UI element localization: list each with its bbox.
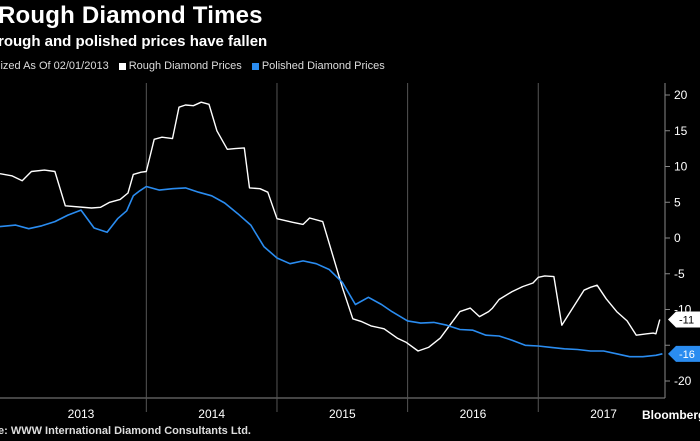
polished-series-line (0, 185, 663, 358)
y-tick-label: 5 (674, 195, 681, 209)
y-tick-label: 10 (674, 160, 688, 174)
legend-rough-label: Rough Diamond Prices (128, 60, 242, 72)
x-tick-label: 2016 (460, 407, 487, 421)
y-tick-label: 0 (674, 231, 681, 245)
chart-subtitle: rough and polished prices have fallen (0, 33, 268, 50)
legend: lized As Of 02/01/2013 Rough Diamond Pri… (0, 60, 395, 72)
rough-series-line (0, 101, 661, 352)
x-tick-label: 2017 (590, 407, 617, 421)
legend-polished: Polished Diamond Prices (251, 60, 385, 72)
x-tick-label: 2013 (68, 407, 95, 421)
y-tick-label: -5 (674, 267, 685, 281)
value-tag-label: -11 (679, 315, 694, 327)
x-tick-label: 2014 (198, 407, 225, 421)
value-tag-label: -16 (679, 349, 695, 361)
rough-last-value-tag: -11 (668, 311, 700, 328)
y-tick-label: -20 (674, 374, 692, 388)
bloomberg-logo: Bloomberg (642, 408, 700, 422)
polished-swatch-icon (251, 62, 259, 70)
x-tick-label: 2015 (329, 407, 356, 421)
value-tag-shape (668, 311, 700, 328)
y-tick-label: 15 (674, 124, 688, 138)
y-tick-label: 20 (674, 88, 688, 102)
legend-normalized-note: lized As Of 02/01/2013 (0, 60, 109, 72)
legend-polished-label: Polished Diamond Prices (261, 60, 385, 72)
chart-title: Rough Diamond Times (0, 2, 263, 29)
source-note: e: WWW International Diamond Consultants… (0, 425, 251, 437)
polished-last-value-tag: -16 (668, 345, 700, 362)
rough-swatch-icon (118, 62, 126, 70)
legend-normalized-label: lized As Of 02/01/2013 (0, 60, 109, 72)
legend-rough: Rough Diamond Prices (118, 60, 242, 72)
value-tag-shape (668, 345, 700, 362)
